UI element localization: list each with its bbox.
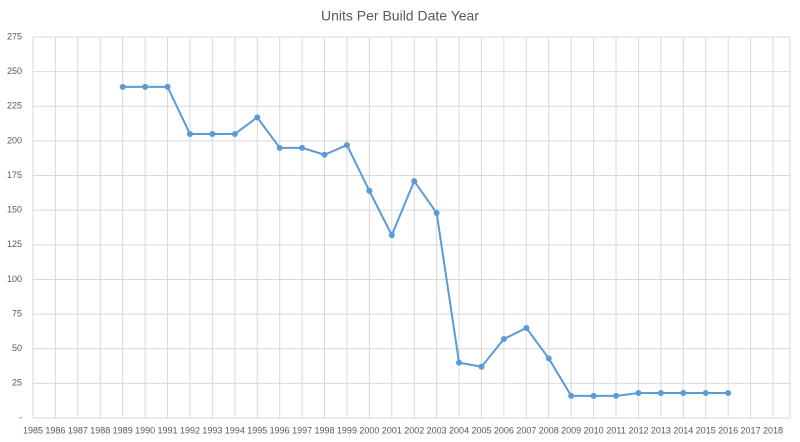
y-tick-label: 50 — [12, 343, 22, 353]
data-point — [478, 363, 485, 370]
x-tick-label: 1994 — [225, 425, 245, 435]
x-tick-label: 1990 — [135, 425, 155, 435]
x-tick-label: 2000 — [359, 425, 379, 435]
y-tick-label: 250 — [7, 66, 22, 76]
data-point — [523, 324, 530, 331]
data-point — [725, 390, 732, 397]
x-tick-label: 2006 — [494, 425, 514, 435]
data-point — [657, 390, 664, 397]
data-point — [456, 359, 463, 366]
x-tick-label: 1997 — [292, 425, 312, 435]
data-point — [186, 130, 193, 137]
y-tick-label: 150 — [7, 205, 22, 215]
x-tick-label: 2017 — [741, 425, 761, 435]
y-tick-label: 75 — [12, 308, 22, 318]
x-tick-label: 2002 — [404, 425, 424, 435]
x-tick-label: 2010 — [584, 425, 604, 435]
chart-title: Units Per Build Date Year — [321, 8, 479, 24]
y-tick-label: 275 — [7, 31, 22, 41]
x-tick-label: 1998 — [314, 425, 334, 435]
x-tick-label: 2001 — [382, 425, 402, 435]
x-tick-label: 2015 — [696, 425, 716, 435]
y-tick-label: 200 — [7, 135, 22, 145]
x-tick-label: 1995 — [247, 425, 267, 435]
x-tick-label: 2005 — [471, 425, 491, 435]
x-tick-label: 1996 — [270, 425, 290, 435]
data-point — [164, 83, 171, 90]
data-line — [122, 85, 729, 397]
data-point — [142, 83, 149, 90]
x-tick-label: 1985 — [23, 425, 43, 435]
x-tick-label: 2009 — [561, 425, 581, 435]
data-point — [635, 390, 642, 397]
x-tick-label: 1991 — [158, 425, 178, 435]
data-point — [209, 130, 216, 137]
data-point — [500, 336, 507, 343]
x-tick-label: 2008 — [539, 425, 559, 435]
x-tick-label: 2016 — [718, 425, 738, 435]
data-point — [613, 392, 620, 399]
y-tick-label: 25 — [12, 378, 22, 388]
y-tick-label: 100 — [7, 274, 22, 284]
y-tick-label: - — [19, 412, 22, 422]
x-tick-label: 1999 — [337, 425, 357, 435]
data-point — [321, 151, 328, 158]
data-point — [276, 144, 283, 151]
x-tick-label: 1989 — [113, 425, 133, 435]
data-point — [388, 232, 395, 239]
data-point — [343, 142, 350, 149]
x-tick-label: 2018 — [763, 425, 783, 435]
data-point — [299, 144, 306, 151]
data-point — [590, 392, 597, 399]
data-point — [433, 209, 440, 216]
data-point — [366, 187, 373, 194]
x-tick-label: 1992 — [180, 425, 200, 435]
data-point — [119, 83, 126, 90]
y-tick-label: 175 — [7, 170, 22, 180]
data-point — [702, 390, 709, 397]
x-tick-label: 2013 — [651, 425, 671, 435]
x-tick-label: 2004 — [449, 425, 469, 435]
x-tick-label: 2014 — [673, 425, 693, 435]
x-tick-label: 1987 — [68, 425, 88, 435]
x-tick-label: 2012 — [628, 425, 648, 435]
data-point — [568, 392, 575, 399]
y-tick-label: 225 — [7, 101, 22, 111]
x-tick-label: 1986 — [45, 425, 65, 435]
x-tick-label: 1993 — [202, 425, 222, 435]
data-point — [231, 130, 238, 137]
data-point — [254, 114, 261, 121]
x-tick-label: 2003 — [427, 425, 447, 435]
data-point — [680, 390, 687, 397]
x-tick-label: 2007 — [516, 425, 536, 435]
x-tick-label: 1988 — [90, 425, 110, 435]
data-point — [411, 178, 418, 185]
y-tick-label: 125 — [7, 239, 22, 249]
x-tick-label: 2011 — [606, 425, 625, 435]
data-point — [545, 355, 552, 362]
